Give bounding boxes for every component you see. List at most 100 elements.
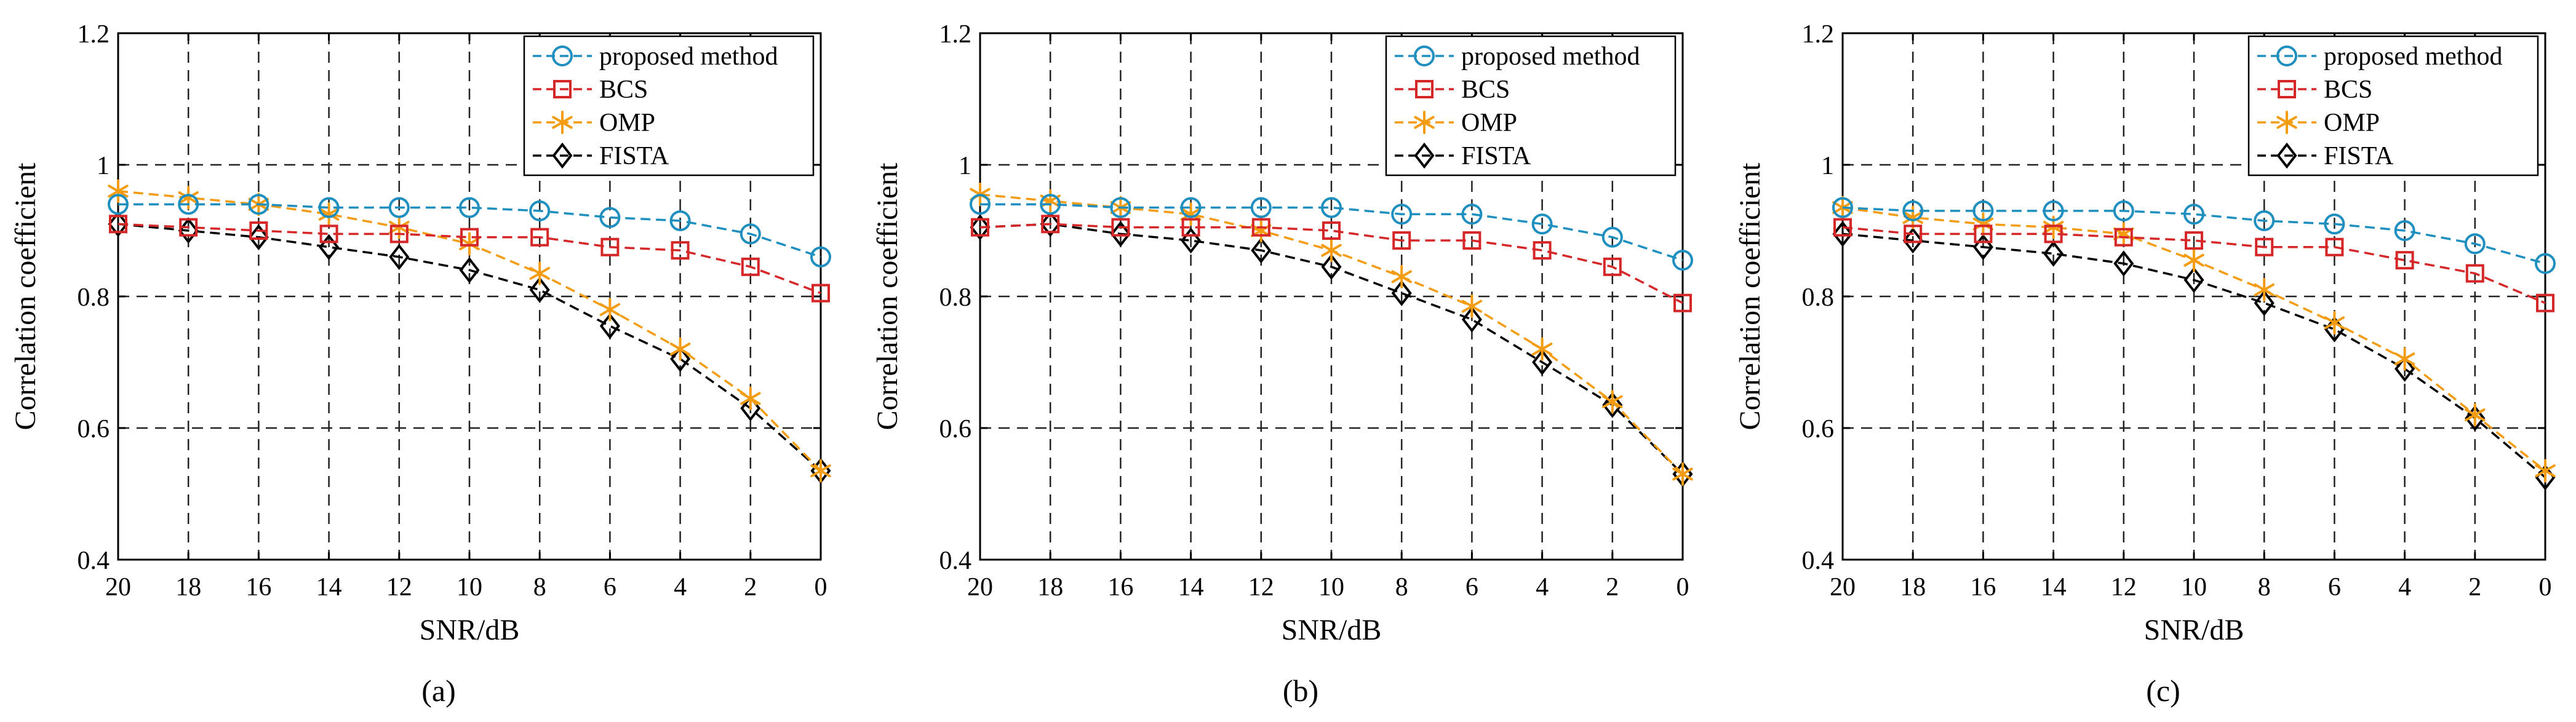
data-point-proposed bbox=[2183, 204, 2204, 225]
data-point-proposed bbox=[178, 194, 199, 215]
y-axis-label: Correlation coefficient bbox=[871, 162, 904, 430]
data-point-fista bbox=[319, 234, 340, 261]
series-proposed bbox=[970, 194, 1693, 271]
x-tick-label: 12 bbox=[2111, 573, 2137, 601]
legend-marker-proposed bbox=[2276, 46, 2297, 66]
data-point-proposed bbox=[1180, 197, 1202, 218]
legend-item-bcs: BCS bbox=[2257, 76, 2372, 104]
data-point-proposed bbox=[2464, 233, 2486, 255]
data-point-proposed bbox=[248, 194, 269, 215]
data-point-bcs bbox=[2114, 228, 2133, 247]
x-tick-label: 12 bbox=[1248, 573, 1274, 601]
legend-label: proposed method bbox=[1461, 42, 1640, 71]
data-point-bcs bbox=[1111, 218, 1130, 237]
x-axis-ticks: 20 18 16 14 12 10 8 6 4 2 0 bbox=[967, 33, 1689, 601]
y-tick-label: 0.6 bbox=[939, 415, 972, 443]
x-tick-label: 4 bbox=[674, 573, 687, 601]
series-line-bcs bbox=[1842, 226, 2546, 304]
panel-label: (a) bbox=[421, 673, 456, 708]
data-point-bcs bbox=[460, 228, 479, 247]
data-point-omp bbox=[740, 386, 761, 410]
x-tick-label: 8 bbox=[1395, 573, 1408, 601]
data-point-fista bbox=[1972, 234, 1993, 261]
data-point-omp bbox=[318, 202, 340, 226]
x-tick-label: 10 bbox=[1318, 573, 1344, 601]
data-point-fista bbox=[1321, 253, 1342, 280]
panel-label: (b) bbox=[1283, 673, 1318, 708]
y-tick-label: 1.2 bbox=[939, 20, 972, 49]
y-tick-label: 0.4 bbox=[78, 547, 110, 575]
legend: proposed method BCS OMP FISTA bbox=[2247, 35, 2539, 177]
legend-item-bcs: BCS bbox=[533, 76, 648, 104]
legend-label: proposed method bbox=[599, 42, 778, 71]
series-line-bcs bbox=[979, 223, 1683, 304]
data-point-omp bbox=[1180, 202, 1202, 226]
data-point-fista bbox=[1251, 237, 1272, 264]
data-point-bcs bbox=[2044, 224, 2063, 244]
legend-marker-fista bbox=[2276, 142, 2297, 169]
data-point-fista bbox=[2043, 240, 2064, 267]
legend-label: BCS bbox=[599, 76, 648, 104]
y-tick-label: 0.6 bbox=[1802, 415, 1835, 443]
x-tick-label: 4 bbox=[1536, 573, 1549, 601]
data-point-bcs bbox=[1533, 241, 1552, 260]
data-point-proposed bbox=[1391, 204, 1413, 225]
data-point-bcs bbox=[2325, 237, 2344, 256]
data-point-bcs bbox=[971, 218, 989, 237]
x-tick-label: 2 bbox=[744, 573, 757, 601]
x-tick-label: 14 bbox=[1178, 573, 1204, 601]
x-axis-ticks: 20 18 16 14 12 10 8 6 4 2 0 bbox=[105, 33, 827, 601]
legend-item-omp: OMP bbox=[533, 109, 655, 137]
series-line-fista bbox=[1842, 232, 2546, 478]
series-line-fista bbox=[979, 223, 1684, 475]
data-point-bcs bbox=[1041, 215, 1060, 234]
data-point-proposed bbox=[1832, 197, 1853, 218]
y-axis-ticks: 0.4 0.6 0.8 1 1.2 bbox=[78, 20, 821, 575]
legend-marker-omp bbox=[2276, 111, 2297, 134]
series-line-proposed bbox=[118, 203, 821, 258]
data-point-proposed bbox=[970, 194, 991, 215]
chart-panel-c: 20 18 16 14 12 10 8 6 4 2 00.40.60.811.2SNR/dBCorr… bbox=[1734, 20, 2556, 708]
legend-item-proposed: proposed method bbox=[2257, 42, 2502, 71]
data-point-omp bbox=[669, 337, 691, 361]
data-point-proposed bbox=[1672, 250, 1693, 271]
x-tick-label: 16 bbox=[245, 573, 271, 601]
data-point-proposed bbox=[740, 223, 761, 245]
data-point-bcs bbox=[600, 237, 620, 256]
legend-marker-bcs bbox=[553, 80, 572, 98]
legend-marker-omp bbox=[552, 111, 573, 134]
data-point-omp bbox=[2324, 311, 2345, 335]
data-point-fista bbox=[248, 224, 269, 250]
y-tick-label: 1.2 bbox=[1802, 20, 1835, 49]
x-tick-label: 12 bbox=[386, 573, 412, 601]
legend-marker-proposed bbox=[1414, 46, 1435, 66]
data-point-bcs bbox=[2185, 231, 2203, 250]
x-tick-label: 20 bbox=[967, 573, 993, 601]
data-point-fista bbox=[2395, 355, 2415, 382]
x-tick-label: 6 bbox=[2328, 573, 2341, 601]
y-tick-label: 0.4 bbox=[1802, 547, 1835, 575]
y-tick-label: 0.8 bbox=[1802, 284, 1835, 312]
data-point-omp bbox=[1391, 264, 1412, 288]
data-point-fista bbox=[2113, 250, 2134, 277]
x-tick-label: 2 bbox=[2468, 573, 2481, 601]
data-point-fista bbox=[970, 214, 991, 240]
data-point-fista bbox=[459, 256, 480, 284]
series-bcs bbox=[971, 215, 1692, 312]
data-point-omp bbox=[1602, 390, 1623, 414]
data-point-bcs bbox=[671, 241, 690, 260]
data-point-fista bbox=[529, 277, 550, 303]
y-axis-label: Correlation coefficient bbox=[9, 162, 42, 430]
data-point-proposed bbox=[1040, 194, 1061, 215]
data-point-proposed bbox=[2113, 200, 2134, 221]
y-tick-label: 1 bbox=[1821, 152, 1834, 180]
x-tick-label: 18 bbox=[175, 573, 201, 601]
data-point-bcs bbox=[1181, 218, 1200, 237]
x-tick-label: 4 bbox=[2398, 573, 2411, 601]
data-point-fista bbox=[2465, 405, 2486, 432]
data-point-proposed bbox=[318, 197, 340, 218]
data-point-fista bbox=[670, 346, 691, 372]
data-point-proposed bbox=[1110, 197, 1131, 218]
data-point-proposed bbox=[2394, 220, 2415, 241]
x-tick-label: 2 bbox=[1606, 573, 1619, 601]
